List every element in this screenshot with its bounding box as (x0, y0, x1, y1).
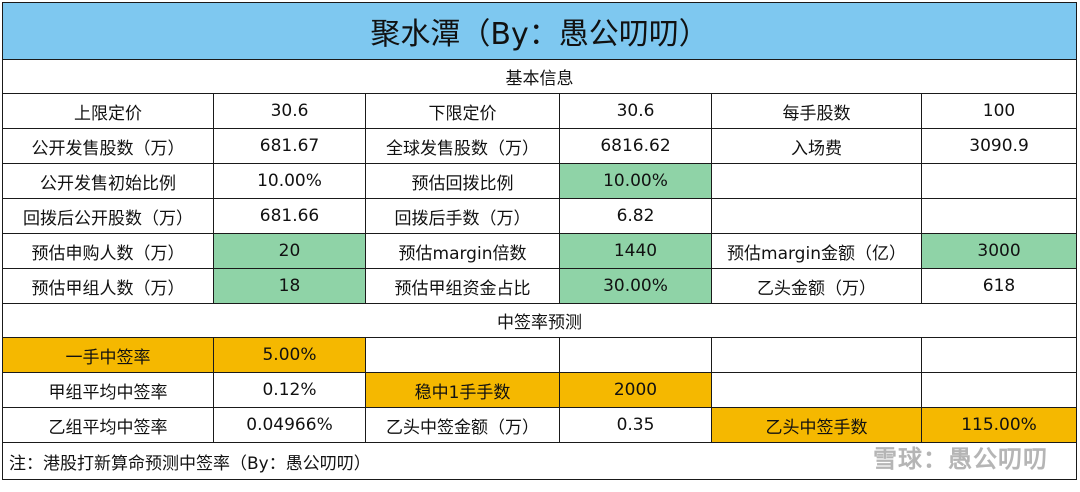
table-cell: 一手中签率 (2, 337, 214, 373)
table-cell: 10.00% (559, 163, 712, 199)
table-cell: 公开发售初始比例 (2, 163, 214, 199)
table-cell (559, 337, 712, 373)
table-cell: 乙头中签金额（万） (365, 407, 560, 443)
table-cell: 全球发售股数（万） (365, 128, 560, 164)
table-cell: 甲组平均中签率 (2, 372, 214, 408)
table-cell: 入场费 (711, 128, 922, 164)
table-cell (711, 163, 922, 199)
table-row: 公开发售股数（万） 681.67 全球发售股数（万） 6816.62 入场费 3090.9 (2, 128, 1078, 164)
table-cell: 预估甲组人数（万） (2, 268, 214, 304)
watermark: 雪球：愚公叨叨 (873, 445, 1048, 473)
table-row: 一手中签率 5.00% (2, 337, 1078, 373)
table-cell: 稳中1手手数 (365, 372, 560, 408)
table-row: 预估甲组人数（万） 18 预估甲组资金占比 30.00% 乙头金额（万） 618 (2, 268, 1078, 304)
table-cell: 乙头金额（万） (711, 268, 922, 304)
table-cell (711, 372, 922, 408)
table-row: 回拨后公开股数（万） 681.66 回拨后手数（万） 6.82 (2, 198, 1078, 234)
section-predict: 中签率预测 (1, 303, 1078, 338)
table-cell: 100 (920, 93, 1078, 129)
table-cell: 乙头中签手数 (711, 407, 922, 443)
table-cell: 上限定价 (2, 93, 214, 129)
table-row: 公开发售初始比例 10.00% 预估回拨比例 10.00% (2, 163, 1078, 199)
table-cell: 18 (213, 268, 366, 304)
table-cell: 0.04966% (213, 407, 366, 443)
table-cell: 3000 (920, 233, 1078, 269)
table-cell: 681.67 (213, 128, 366, 164)
table-cell: 5.00% (213, 337, 366, 373)
table-cell: 预估margin倍数 (365, 233, 560, 269)
table-cell (920, 372, 1078, 408)
table-cell: 30.00% (559, 268, 712, 304)
table-cell: 回拨后公开股数（万） (2, 198, 214, 234)
table-cell: 1440 (559, 233, 712, 269)
table-cell: 0.12% (213, 372, 366, 408)
table-cell (711, 198, 922, 234)
table-cell: 乙组平均中签率 (2, 407, 214, 443)
table-cell: 每手股数 (711, 93, 922, 129)
table-cell (920, 337, 1078, 373)
table-cell: 预估申购人数（万） (2, 233, 214, 269)
table-cell: 30.6 (559, 93, 712, 129)
table-cell (365, 337, 560, 373)
table-cell: 618 (920, 268, 1078, 304)
ipo-table: 聚水潭（By：愚公叨叨） 基本信息 上限定价 30.6 下限定价 30.6 每手股数 10… (1, 2, 1078, 480)
section-basic-info: 基本信息 (1, 59, 1078, 94)
table-cell: 30.6 (213, 93, 366, 129)
table-row: 乙组平均中签率 0.04966% 乙头中签金额（万） 0.35 乙头中签手数 115.00… (2, 407, 1078, 443)
table-cell: 115.00% (920, 407, 1078, 443)
table-cell: 2000 (559, 372, 712, 408)
table-cell: 0.35 (559, 407, 712, 443)
table-cell: 20 (213, 233, 366, 269)
table-cell: 10.00% (213, 163, 366, 199)
table-cell: 回拨后手数（万） (365, 198, 560, 234)
table-row: 预估申购人数（万） 20 预估margin倍数 1440 预估margin金额（亿） 30… (2, 233, 1078, 269)
table-cell: 6816.62 (559, 128, 712, 164)
table-cell: 下限定价 (365, 93, 560, 129)
table-cell: 681.66 (213, 198, 366, 234)
table-row: 甲组平均中签率 0.12% 稳中1手手数 2000 (2, 372, 1078, 408)
table-cell (920, 163, 1078, 199)
table-cell: 6.82 (559, 198, 712, 234)
footnote: 注：港股打新算命预测中签率（By：愚公叨叨） (1, 442, 1078, 480)
table-cell: 预估margin金额（亿） (711, 233, 922, 269)
table-cell: 3090.9 (920, 128, 1078, 164)
table-row: 上限定价 30.6 下限定价 30.6 每手股数 100 (2, 93, 1078, 129)
table-cell: 公开发售股数（万） (2, 128, 214, 164)
table-cell: 预估甲组资金占比 (365, 268, 560, 304)
table-cell (711, 337, 922, 373)
table-cell (920, 198, 1078, 234)
table-cell: 预估回拨比例 (365, 163, 560, 199)
table-title: 聚水潭（By：愚公叨叨） (1, 2, 1078, 60)
